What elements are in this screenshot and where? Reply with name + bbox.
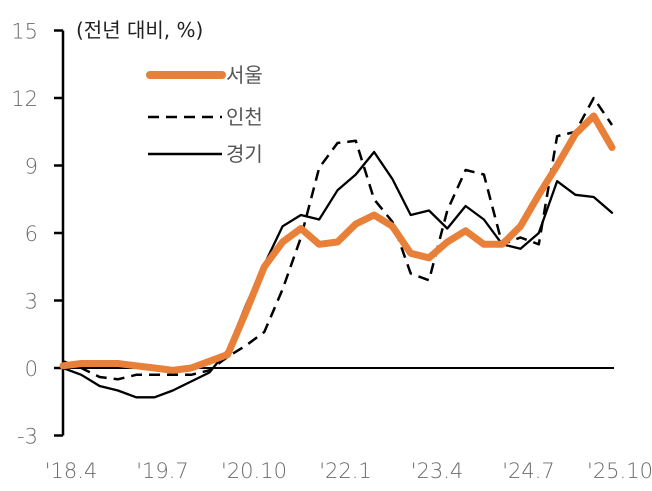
series-lines: [59, 96, 616, 399]
x-tick-label: '25.10: [587, 459, 652, 483]
unit-label: (전년 대비, %): [76, 18, 203, 42]
series-line-incheon: [62, 96, 614, 381]
y-tick-label: -3: [17, 425, 38, 449]
x-tick-label: '23.4: [411, 459, 464, 483]
legend: 서울 인천 경기: [146, 63, 263, 166]
x-tick-label: '19.7: [136, 459, 189, 483]
y-axis-tick-labels: 15 12 9 6 3 0 -3: [11, 20, 38, 449]
x-tick-label: '22.1: [319, 459, 372, 483]
y-tick-label: 9: [25, 155, 38, 179]
legend-label-gyeonggi: 경기: [226, 142, 263, 166]
series-line-gyeonggi: [61, 150, 614, 399]
legend-label-incheon: 인천: [226, 105, 263, 129]
y-tick-label: 15: [11, 20, 38, 44]
x-tick-label: '20.10: [221, 459, 287, 483]
x-tick-label: '18.4: [45, 459, 98, 483]
y-tick-label: 0: [25, 357, 38, 381]
series-line-seoul: [59, 112, 616, 374]
x-tick-label: '24.7: [502, 459, 555, 483]
y-tick-label: 6: [25, 222, 38, 246]
legend-label-seoul: 서울: [226, 63, 263, 87]
y-tick-label: 3: [25, 290, 38, 314]
x-axis-tick-labels: '18.4 '19.7 '20.10 '22.1 '23.4 '24.7 '25.10: [45, 459, 652, 483]
y-tick-label: 12: [11, 87, 38, 111]
